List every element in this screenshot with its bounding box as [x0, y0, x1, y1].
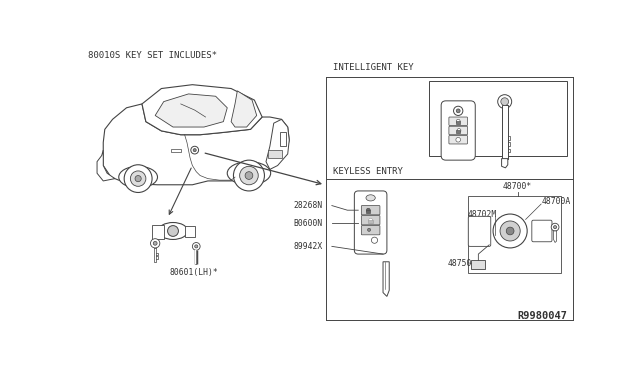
Text: 48702M: 48702M — [467, 209, 497, 218]
Ellipse shape — [366, 195, 375, 201]
Circle shape — [456, 109, 460, 113]
FancyBboxPatch shape — [449, 126, 467, 135]
Polygon shape — [155, 94, 227, 127]
Circle shape — [195, 245, 198, 248]
Bar — [368, 220, 373, 223]
Bar — [184, 226, 195, 237]
Text: 89942X: 89942X — [293, 242, 323, 251]
FancyBboxPatch shape — [355, 191, 387, 254]
Circle shape — [457, 129, 461, 132]
Bar — [472, 260, 485, 269]
Circle shape — [454, 106, 463, 115]
Circle shape — [367, 228, 371, 231]
Circle shape — [506, 227, 514, 235]
Text: 48700A: 48700A — [541, 197, 570, 206]
Polygon shape — [383, 262, 389, 296]
Text: KEYLESS ENTRY: KEYLESS ENTRY — [333, 167, 403, 176]
Circle shape — [150, 239, 160, 248]
Circle shape — [124, 165, 152, 192]
Circle shape — [193, 148, 196, 152]
Polygon shape — [103, 104, 289, 185]
Polygon shape — [554, 231, 557, 243]
Bar — [456, 130, 460, 133]
Circle shape — [366, 208, 370, 212]
Text: 48750: 48750 — [448, 259, 472, 268]
FancyBboxPatch shape — [362, 206, 380, 215]
Ellipse shape — [498, 95, 511, 109]
Circle shape — [493, 214, 527, 248]
Bar — [456, 121, 460, 124]
Circle shape — [131, 171, 146, 186]
Circle shape — [369, 218, 372, 222]
Polygon shape — [142, 85, 262, 135]
Text: INTELLIGENT KEY: INTELLIGENT KEY — [333, 63, 413, 72]
Ellipse shape — [158, 222, 188, 240]
Circle shape — [168, 225, 179, 236]
Text: B0600N: B0600N — [293, 219, 323, 228]
Text: 80601(LH)*: 80601(LH)* — [169, 268, 218, 277]
Text: R9980047: R9980047 — [517, 311, 567, 321]
Bar — [366, 210, 370, 213]
Bar — [280, 132, 286, 146]
Polygon shape — [231, 91, 257, 127]
Bar — [152, 225, 164, 239]
Circle shape — [153, 241, 157, 245]
Circle shape — [554, 225, 557, 229]
Circle shape — [371, 237, 378, 243]
FancyBboxPatch shape — [449, 135, 467, 144]
FancyBboxPatch shape — [441, 101, 476, 160]
Text: 48700*: 48700* — [502, 182, 532, 191]
Circle shape — [239, 166, 259, 185]
Bar — [429, 81, 566, 155]
Bar — [172, 148, 180, 153]
Bar — [502, 105, 508, 158]
Text: SEC.253  B0600N*: SEC.253 B0600N* — [433, 84, 504, 90]
Circle shape — [245, 172, 253, 179]
Ellipse shape — [227, 162, 271, 185]
FancyBboxPatch shape — [468, 217, 491, 246]
Polygon shape — [97, 150, 115, 181]
FancyBboxPatch shape — [449, 117, 467, 125]
Bar — [268, 150, 282, 158]
FancyBboxPatch shape — [362, 225, 380, 235]
Circle shape — [456, 119, 460, 123]
Circle shape — [551, 223, 559, 231]
Ellipse shape — [119, 166, 157, 188]
Text: 28268N: 28268N — [293, 201, 323, 210]
Polygon shape — [266, 119, 289, 169]
Polygon shape — [502, 158, 508, 168]
FancyBboxPatch shape — [362, 216, 380, 225]
Ellipse shape — [501, 98, 509, 106]
Circle shape — [191, 146, 198, 154]
Circle shape — [500, 221, 520, 241]
Circle shape — [135, 176, 141, 182]
FancyBboxPatch shape — [532, 220, 552, 242]
Circle shape — [193, 243, 200, 250]
Text: (285E3): (285E3) — [433, 91, 464, 97]
Bar — [467, 196, 561, 273]
Text: 80010S KEY SET INCLUDES*: 80010S KEY SET INCLUDES* — [88, 51, 217, 60]
Circle shape — [234, 160, 264, 191]
Circle shape — [456, 137, 461, 142]
